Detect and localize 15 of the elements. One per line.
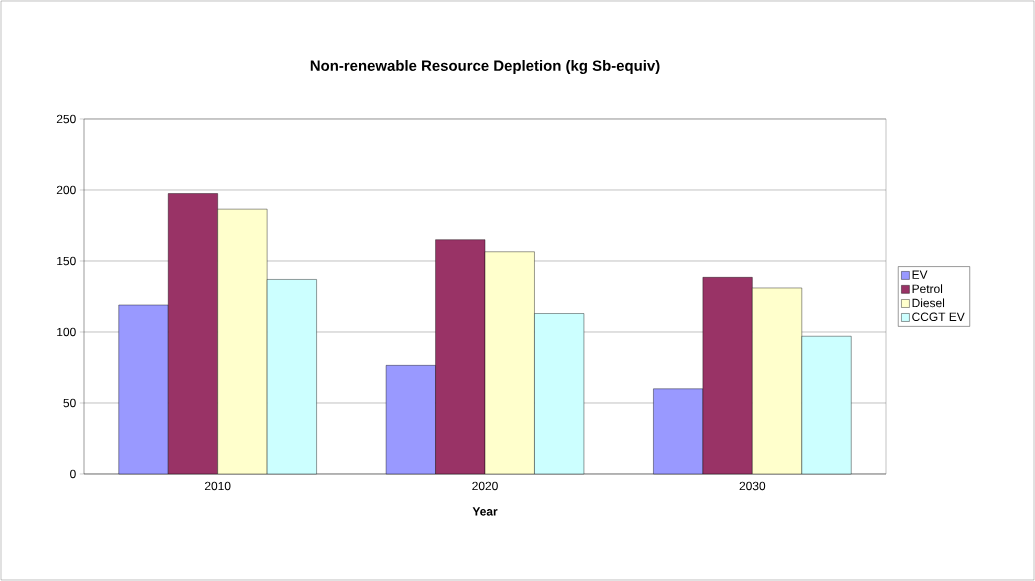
x-axis-title: Year: [472, 507, 498, 516]
y-tick-label: 150: [57, 256, 76, 266]
y-tick-label: 0: [70, 469, 76, 479]
y-tick-label: 50: [63, 398, 76, 408]
x-tick-label: 2030: [739, 481, 766, 491]
y-tick-label: 250: [56, 114, 76, 124]
x-tick-label: 2020: [472, 481, 498, 491]
legend-label: Diesel: [912, 298, 945, 308]
y-tick-label: 100: [57, 327, 76, 337]
x-tick-label: 2010: [204, 481, 231, 491]
chart-title: Non-renewable Resource Depletion (kg Sb-equiv): [310, 59, 660, 74]
y-tick-label: 200: [56, 185, 76, 195]
legend-label: CCGT EV: [912, 312, 965, 322]
legend-label: EV: [912, 270, 928, 279]
legend-label: Petrol: [912, 284, 943, 294]
